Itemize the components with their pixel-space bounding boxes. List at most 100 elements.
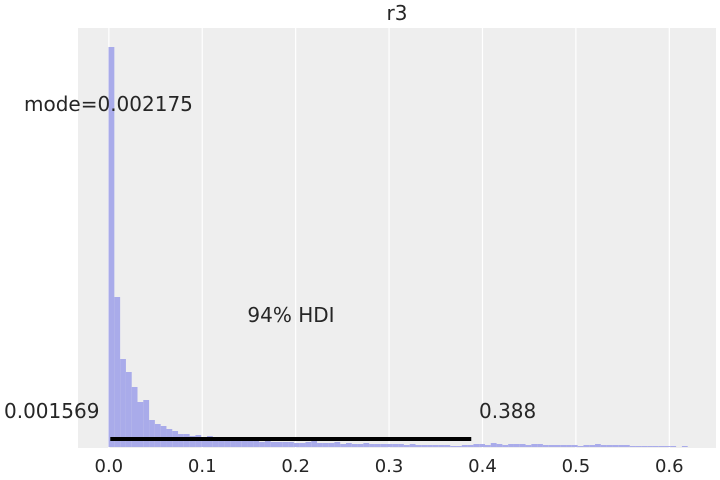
histogram-bar (595, 444, 601, 447)
histogram-bar (264, 441, 271, 447)
histogram-bar (299, 443, 306, 447)
x-tick-label: 0.1 (188, 456, 217, 477)
x-tick-label: 0.4 (468, 456, 497, 477)
histogram-bar (629, 446, 636, 447)
histogram-bar (189, 436, 196, 447)
histogram-bar (288, 442, 294, 447)
x-axis-ticks: 0.0 0.1 0.2 0.3 0.4 0.5 0.6 (95, 456, 684, 477)
histogram-bar (108, 47, 115, 447)
histogram-bar (380, 444, 387, 447)
histogram-bar (450, 446, 457, 447)
histogram-bar (317, 443, 323, 447)
histogram-bar (421, 445, 428, 447)
histogram-bar (363, 443, 370, 447)
histogram-bar (670, 446, 677, 447)
histogram-bar (600, 445, 607, 447)
histogram-bar (201, 437, 208, 447)
histogram-bar (537, 444, 543, 447)
histogram-bar (647, 446, 653, 447)
histogram-bar (502, 445, 509, 447)
histogram-bar (293, 443, 300, 447)
histogram-bar (282, 442, 289, 447)
histogram-bar (571, 445, 578, 447)
histogram-bar (473, 444, 480, 447)
histogram-bar (583, 445, 590, 447)
histogram-bar (531, 444, 538, 447)
histogram-bar (415, 445, 422, 447)
mode-label: mode=0.002175 (24, 92, 193, 116)
histogram-bar (623, 445, 630, 447)
histogram-bar (369, 444, 375, 447)
histogram-bar (496, 444, 503, 447)
histogram-bar (334, 442, 341, 447)
x-tick-label: 0.5 (562, 456, 591, 477)
histogram-bar (160, 426, 167, 447)
histogram-bar (612, 445, 619, 447)
histogram-bar (618, 445, 624, 447)
histogram-bar (114, 297, 121, 447)
histogram-bar (218, 437, 225, 447)
histogram-bar (120, 359, 126, 447)
histogram-bar (403, 445, 410, 447)
histogram-bar (143, 400, 150, 447)
histogram-bar (542, 445, 549, 447)
histogram-bar (276, 442, 283, 447)
histogram-bar (374, 444, 381, 447)
hdi-high-label: 0.388 (479, 399, 536, 423)
histogram-bar (398, 444, 404, 447)
hdi-low-label: 0.001569 (4, 399, 99, 423)
grid-lines (108, 28, 670, 448)
histogram-bar (154, 424, 161, 447)
histogram-bar (328, 443, 335, 447)
histogram-bar (566, 445, 572, 447)
histogram-bar (635, 446, 642, 447)
histogram-bar (259, 442, 265, 447)
histogram-bar (548, 445, 555, 447)
histogram-bar (519, 444, 526, 447)
x-tick-label: 0.6 (655, 456, 684, 477)
histogram-bar (212, 440, 219, 447)
histogram-bar (253, 440, 260, 447)
histogram-bar (125, 372, 132, 447)
histogram-bar (340, 444, 346, 447)
histogram-bar (681, 446, 688, 447)
histogram-bar (131, 387, 138, 447)
histogram-bar (641, 446, 648, 447)
histogram-bar (589, 445, 596, 447)
histogram-bar (247, 441, 254, 447)
histogram-bar (305, 442, 312, 447)
histogram-bar (137, 402, 144, 447)
histogram-bar (345, 443, 352, 447)
histogram-bar (513, 444, 520, 447)
histogram-bar (444, 445, 451, 447)
histogram-bar (577, 446, 584, 447)
x-tick-label: 0.0 (95, 456, 124, 477)
histogram-bar (357, 444, 364, 447)
histogram-bar (235, 440, 242, 447)
histogram-bar (467, 445, 474, 447)
plot-background (78, 28, 716, 448)
chart-title: r3 (387, 1, 408, 25)
histogram-bar (392, 444, 399, 447)
histogram-bar (432, 445, 439, 447)
histogram-bar (270, 442, 277, 447)
x-tick-label: 0.3 (375, 456, 404, 477)
histogram-bar (149, 420, 155, 447)
histogram-bar (508, 444, 514, 447)
histogram-bar (230, 438, 236, 447)
histogram-bar (461, 445, 468, 447)
histogram-bar (664, 446, 671, 447)
histogram-bar (554, 445, 561, 447)
histogram-bar (560, 445, 567, 447)
histogram-bar (484, 445, 491, 447)
histogram-bar (652, 446, 659, 447)
histogram-bar (456, 446, 462, 447)
histogram-bar (386, 444, 393, 447)
histogram-bar (427, 445, 433, 447)
histogram-bar (322, 443, 329, 447)
histogram-bar (606, 445, 613, 447)
histogram-bar (224, 439, 231, 447)
histogram-bar (658, 446, 665, 447)
histogram-bar (207, 436, 213, 447)
